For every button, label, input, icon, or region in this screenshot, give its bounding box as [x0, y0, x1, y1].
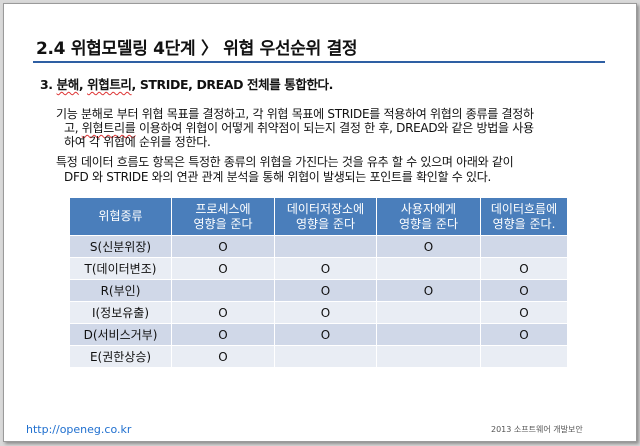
table-cell: R(부인): [69, 279, 172, 302]
paragraph-2-line-1: 특정 데이터 흐름도 항목은 특정한 종류의 위협을 가진다는 것을 유추 할 …: [56, 155, 514, 169]
slide-title: 2.4 위협모델링 4단계 〉 위협 우선순위 결정: [36, 39, 358, 59]
paragraph-1-line-2-pre: 고,: [64, 121, 82, 135]
table-cell: O: [274, 279, 377, 302]
table-cell: O: [376, 279, 481, 302]
section-heading-prefix: 3.: [40, 77, 57, 92]
table-cell: O: [171, 257, 275, 280]
header-process: 프로세스에 영향을 준다: [171, 197, 275, 236]
table-cell: O: [171, 301, 275, 324]
section-heading: 3. 분해, 위협트리, STRIDE, DREAD 전체를 통합한다.: [40, 74, 333, 93]
table-cell: O: [480, 257, 568, 280]
paragraph-1-line-2-post: 이용하여 위협이 어떻게 취약점이 되는지 결정 한 후, DREAD와 같은 …: [135, 121, 534, 135]
table-cell: E(권한상승): [69, 345, 172, 368]
section-heading-sep: ,: [78, 77, 88, 92]
table-cell: [171, 279, 275, 302]
header-threat-type: 위협종류: [69, 197, 172, 236]
paragraph-1-line-1: 기능 분해로 부터 위협 목표를 결정하고, 각 위협 목표에 STRIDE를 …: [56, 107, 534, 121]
table-cell: [274, 235, 377, 258]
header-cell-line: 영향을 준다.: [492, 216, 556, 231]
table-cell: O: [480, 301, 568, 324]
table-cell: [480, 345, 568, 368]
table-cell: O: [274, 323, 377, 346]
table-cell: [376, 345, 481, 368]
table-cell: O: [274, 301, 377, 324]
table-cell: D(서비스거부): [69, 323, 172, 346]
table-row: I(정보유출) O O O: [69, 301, 568, 324]
paragraph-2-line-2: DFD 와 STRIDE 와의 연관 관계 분석을 통해 위협이 발생되는 포인…: [64, 170, 491, 184]
header-cell-line: 프로세스에: [195, 201, 251, 216]
table-cell: O: [171, 235, 275, 258]
footer-copyright: 2013 소프트웨어 개발보안: [491, 425, 583, 434]
table-row: R(부인) O O O: [69, 279, 568, 302]
table-cell: [480, 235, 568, 258]
table-row: E(권한상승) O: [69, 345, 568, 368]
website-link[interactable]: http://openeg.co.kr: [26, 423, 132, 436]
header-data-store: 데이터저장소에 영향을 준다: [274, 197, 377, 236]
table-cell: I(정보유출): [69, 301, 172, 324]
paragraph-1-line-3: 하여 각 위협에 순위를 정한다.: [64, 135, 211, 149]
table-cell: S(신분위장): [69, 235, 172, 258]
section-heading-word-1: 분해: [56, 77, 80, 92]
table-cell: T(데이터변조): [69, 257, 172, 280]
header-cell-line: 영향을 준다: [398, 216, 458, 231]
table-row: T(데이터변조) O O O: [69, 257, 568, 280]
table-cell: O: [274, 257, 377, 280]
threat-table: 위협종류 프로세스에 영향을 준다 데이터저장소에 영향을 준다 사용자에게 영향을 …: [69, 197, 568, 368]
header-cell-line: 위협종류: [98, 209, 143, 223]
table-header-row: 위협종류 프로세스에 영향을 준다 데이터저장소에 영향을 준다 사용자에게 영향을 …: [69, 197, 568, 236]
header-cell-line: 영향을 준다: [295, 216, 355, 231]
section-heading-word-2: 위협트리: [87, 77, 132, 92]
table-cell: O: [171, 323, 275, 346]
table-cell: [376, 257, 481, 280]
header-data-flow: 데이터흐름에 영향을 준다.: [480, 197, 568, 236]
header-cell-line: 사용자에게: [400, 201, 457, 216]
table-cell: O: [376, 235, 481, 258]
table-cell: [376, 301, 481, 324]
header-cell-line: 데이터흐름에: [490, 201, 558, 216]
table-cell: [274, 345, 377, 368]
table-cell: O: [171, 345, 275, 368]
title-divider: [33, 61, 605, 63]
slide: 2.4 위협모델링 4단계 〉 위협 우선순위 결정 3. 분해, 위협트리, …: [3, 3, 637, 442]
header-cell-line: 데이터저장소에: [286, 201, 365, 216]
table-cell: [376, 323, 481, 346]
table-row: S(신분위장) O O: [69, 235, 568, 258]
header-cell-line: 영향을 준다: [193, 216, 253, 231]
paragraph-1-line-2: 고, 위협트리를 이용하여 위협이 어떻게 취약점이 되는지 결정 한 후, D…: [64, 121, 534, 136]
table-cell: O: [480, 323, 568, 346]
table-row: D(서비스거부) O O O: [69, 323, 568, 346]
table-cell: O: [480, 279, 568, 302]
section-heading-rest: , STRIDE, DREAD 전체를 통합한다.: [131, 77, 334, 92]
paragraph-1-line-2-word: 위협트리를: [81, 121, 136, 135]
header-user: 사용자에게 영향을 준다: [376, 197, 481, 236]
